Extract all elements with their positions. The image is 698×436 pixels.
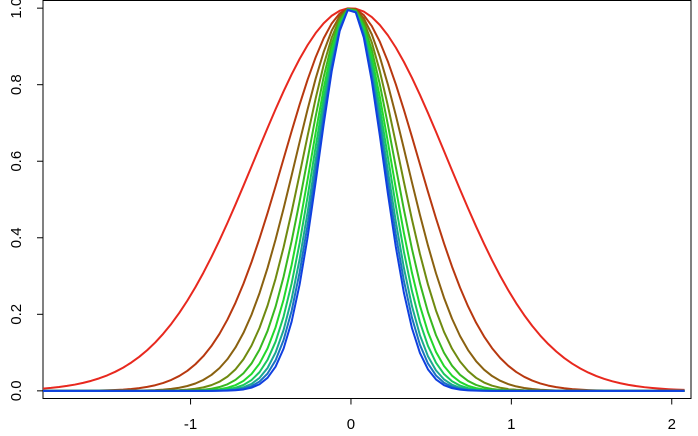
series-line-10 — [43, 9, 685, 392]
series-line-9 — [43, 8, 685, 392]
series-line-4 — [43, 8, 685, 392]
series-line-3 — [43, 7, 685, 392]
series-line-5 — [43, 8, 685, 392]
y-tick-label: 1.0 — [8, 0, 25, 19]
series-line-8 — [43, 8, 685, 392]
plot-frame — [42, 0, 692, 399]
y-tick-label: 0.0 — [8, 380, 25, 401]
y-tick-label: 0.4 — [8, 227, 25, 248]
x-tick-label: -1 — [184, 416, 197, 433]
x-tick-label: 0 — [347, 416, 355, 433]
series-line-2 — [42, 7, 685, 392]
series-line-6 — [43, 8, 685, 392]
series-layer — [42, 7, 685, 392]
y-tick-label: 0.2 — [8, 304, 25, 325]
x-axis: -1 0 1 2 — [184, 398, 676, 433]
series-line-1 — [42, 7, 685, 391]
y-tick-label: 0.6 — [8, 151, 25, 172]
y-tick-label: 0.8 — [8, 74, 25, 95]
y-axis: 0.0 0.2 0.4 0.6 0.8 1.0 — [8, 0, 43, 401]
series-line-7 — [43, 8, 685, 392]
x-tick-label: 1 — [507, 416, 515, 433]
x-tick-label: 2 — [668, 416, 676, 433]
